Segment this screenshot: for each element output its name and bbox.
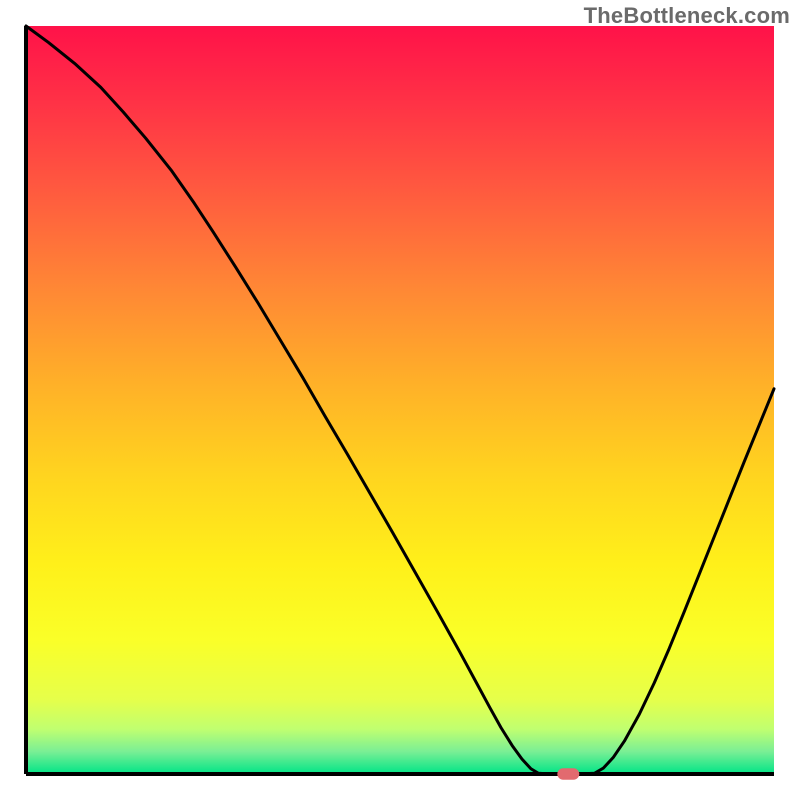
bottleneck-chart: TheBottleneck.com: [0, 0, 800, 800]
chart-svg: [0, 0, 800, 800]
optimal-marker: [558, 769, 579, 779]
watermark-text: TheBottleneck.com: [584, 3, 790, 29]
